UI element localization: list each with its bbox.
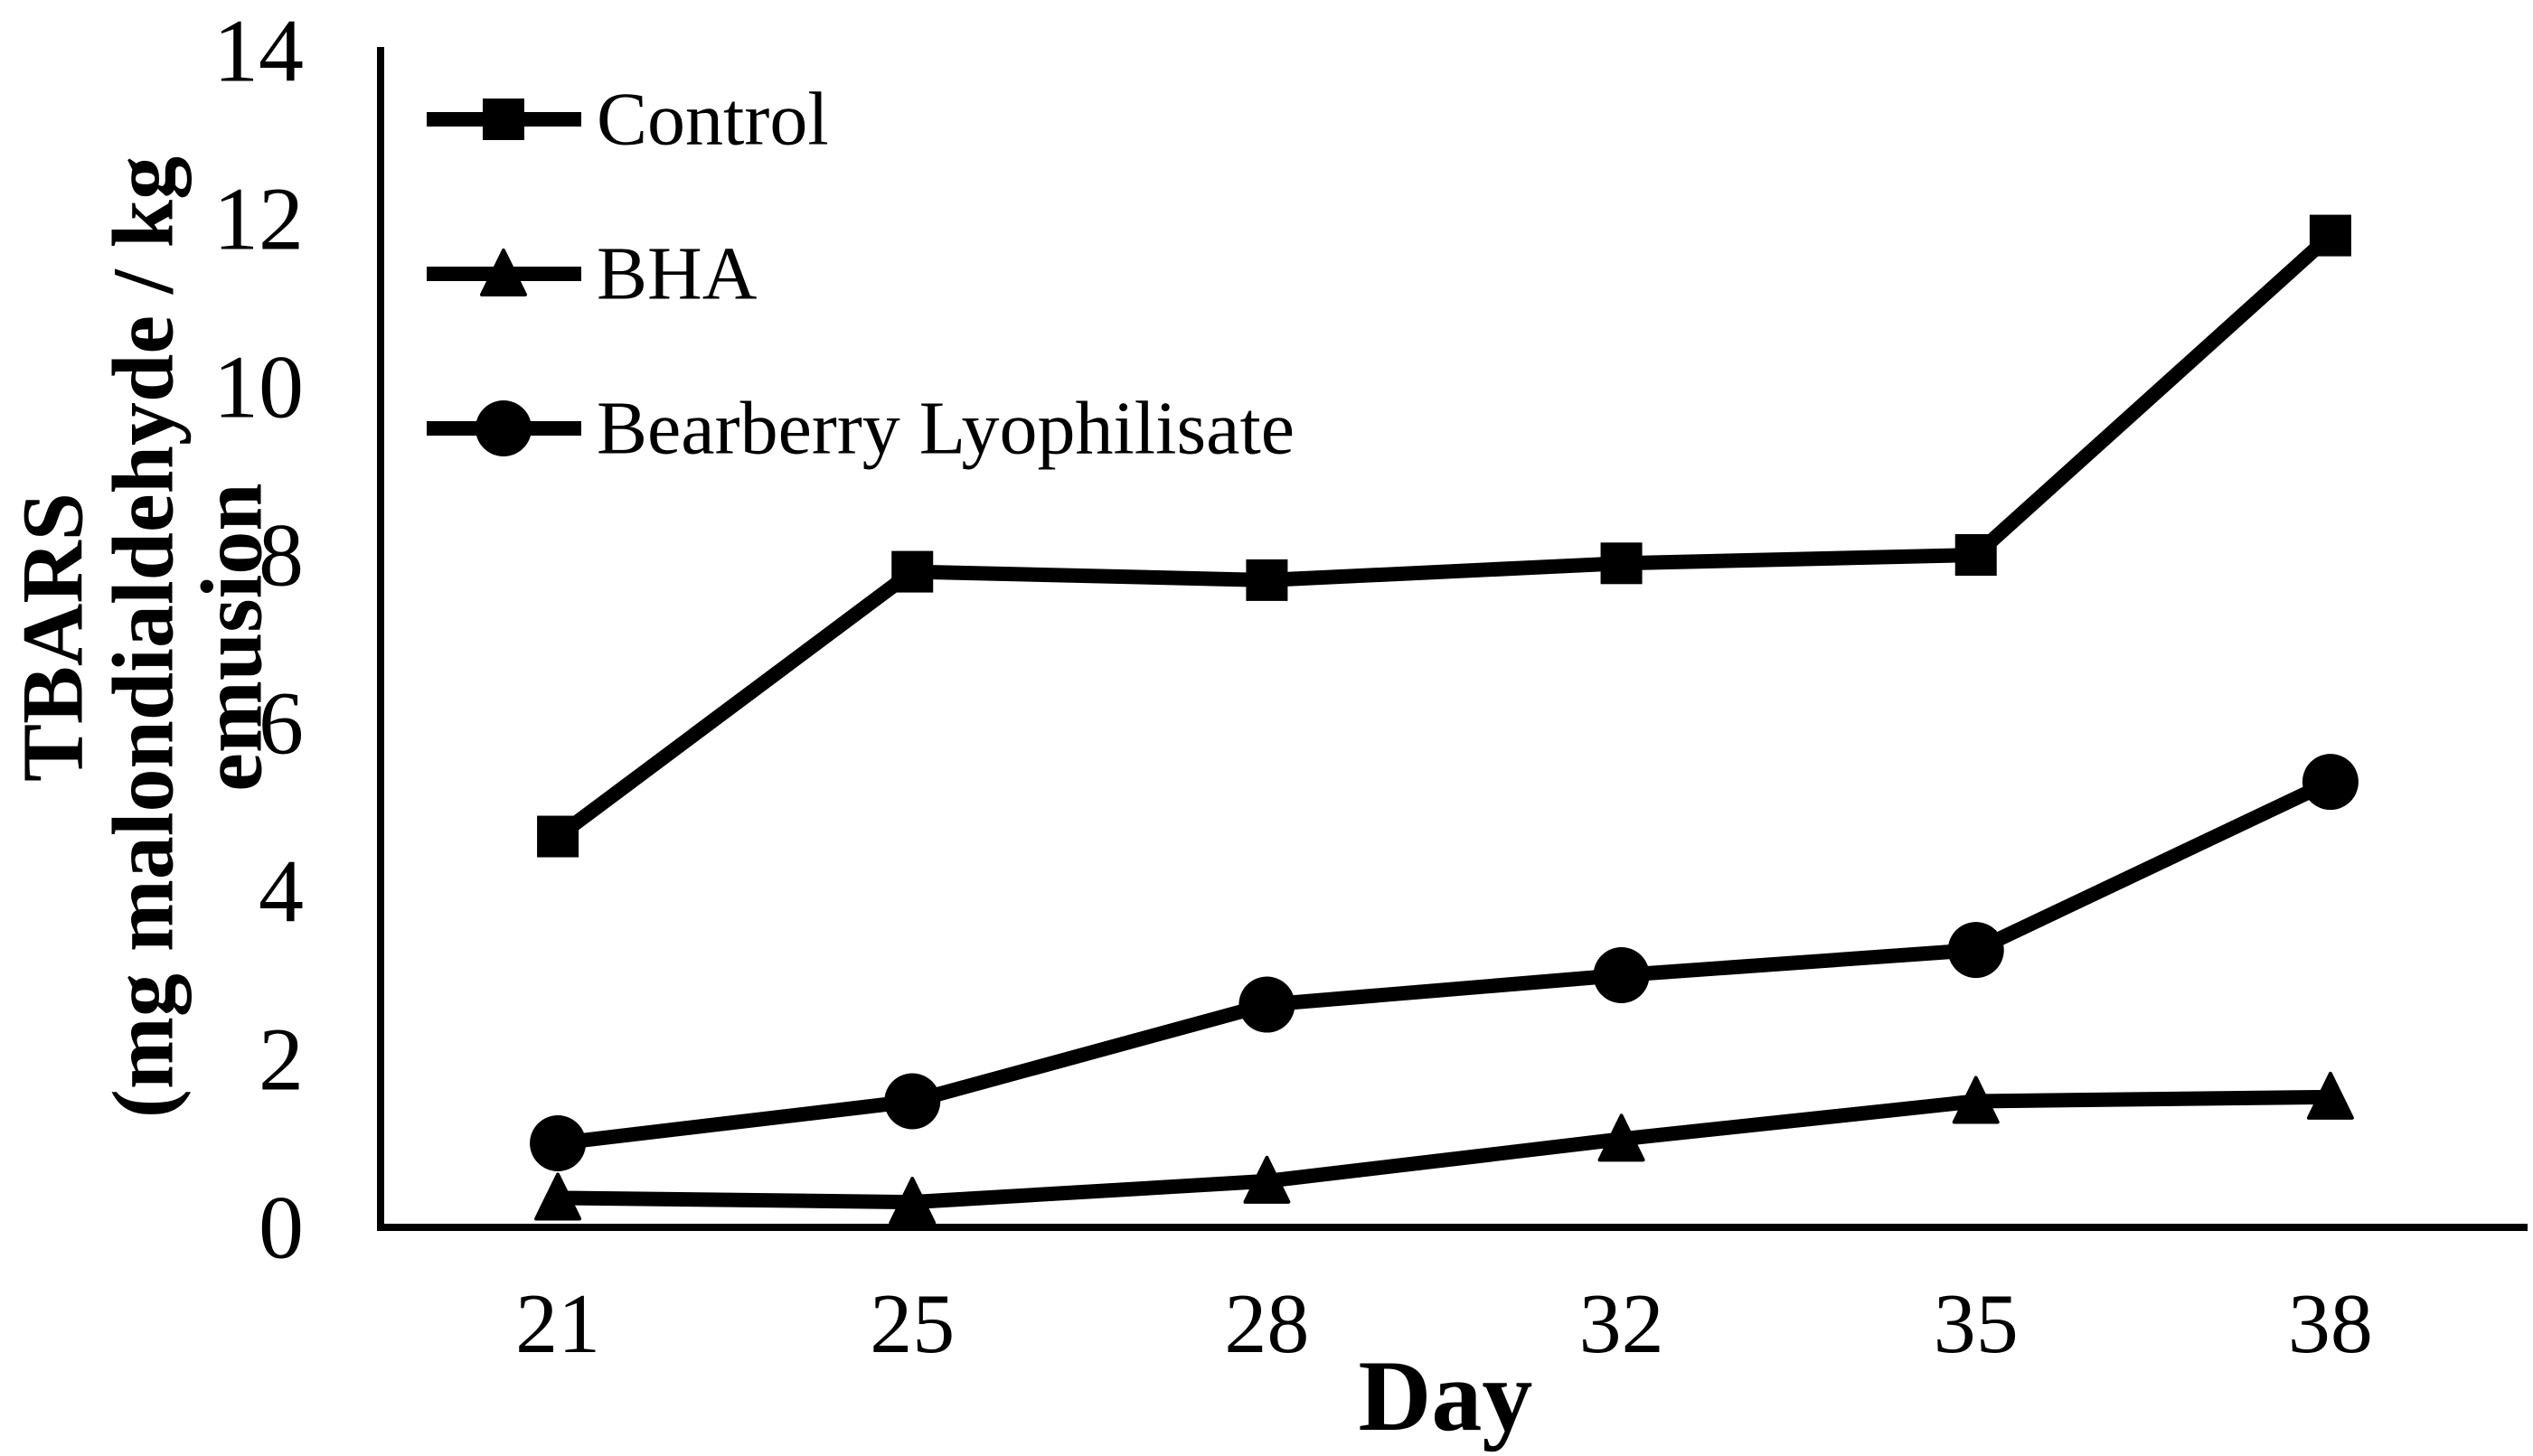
- legend: Control BHA Bearberry Lyophilisate: [427, 78, 1295, 471]
- circle-data-point-marker: [1593, 947, 1650, 1003]
- circle-data-point-marker: [1947, 922, 2004, 979]
- y-tick-label: 12: [213, 169, 304, 269]
- square-data-point-marker: [891, 550, 934, 593]
- x-tick-label: 32: [1579, 1277, 1664, 1371]
- triangle-data-point-marker: [2306, 1071, 2354, 1120]
- circle-data-point-marker: [1238, 976, 1295, 1033]
- square-data-point-marker: [2309, 214, 2351, 257]
- series-bearberry-lyophilisate: [530, 754, 2359, 1171]
- circle-data-point-marker: [2302, 754, 2359, 811]
- y-tick-label: 6: [259, 673, 304, 774]
- x-axis-title: Day: [1359, 1340, 1533, 1452]
- triangle-data-point-marker: [534, 1172, 582, 1221]
- legend-label: Control: [597, 78, 829, 162]
- triangle-data-point-marker: [1243, 1155, 1291, 1204]
- triangle-legend-marker-icon: [480, 249, 527, 296]
- triangle-data-point-marker: [1952, 1076, 2000, 1124]
- x-tick-label: 35: [1934, 1277, 2019, 1371]
- y-tick-label: 14: [213, 1, 304, 101]
- legend-item-bha: BHA: [427, 232, 758, 316]
- legend-item-control: Control: [427, 78, 829, 162]
- x-tick-label: 25: [870, 1277, 955, 1371]
- x-tick-label: 21: [515, 1277, 600, 1371]
- y-axis-title-line: (mg malondialdehyde / kg: [95, 156, 192, 1118]
- square-legend-marker-icon: [483, 99, 524, 140]
- x-tick-label: 28: [1224, 1277, 1309, 1371]
- y-tick-label: 4: [259, 841, 304, 942]
- square-data-point-marker: [1600, 542, 1643, 585]
- square-data-point-marker: [1954, 534, 1997, 576]
- series-control: [537, 214, 2351, 858]
- circle-data-point-marker: [530, 1115, 587, 1171]
- legend-label: BHA: [597, 232, 758, 316]
- y-axis-title-line: TBARS: [5, 493, 101, 782]
- triangle-data-point-marker: [889, 1177, 937, 1226]
- series-line: [557, 1089, 2331, 1210]
- series-line: [553, 230, 2336, 842]
- y-tick-label: 8: [259, 505, 304, 606]
- square-data-point-marker: [1246, 559, 1288, 601]
- x-tick-label: 38: [2288, 1277, 2373, 1371]
- y-axis-title-line: emusion: [184, 483, 280, 791]
- y-tick-label: 0: [259, 1178, 304, 1278]
- circle-data-point-marker: [884, 1073, 941, 1130]
- series-line: [557, 775, 2334, 1151]
- y-tick-label: 10: [213, 337, 304, 437]
- legend-item-bearberry-lyophilisate: Bearberry Lyophilisate: [427, 387, 1295, 471]
- square-data-point-marker: [537, 815, 579, 858]
- y-tick-label: 2: [259, 1010, 304, 1110]
- circle-legend-marker-icon: [476, 400, 532, 456]
- series-bha: [534, 1071, 2354, 1226]
- triangle-data-point-marker: [1597, 1113, 1645, 1162]
- legend-label: Bearberry Lyophilisate: [597, 387, 1295, 471]
